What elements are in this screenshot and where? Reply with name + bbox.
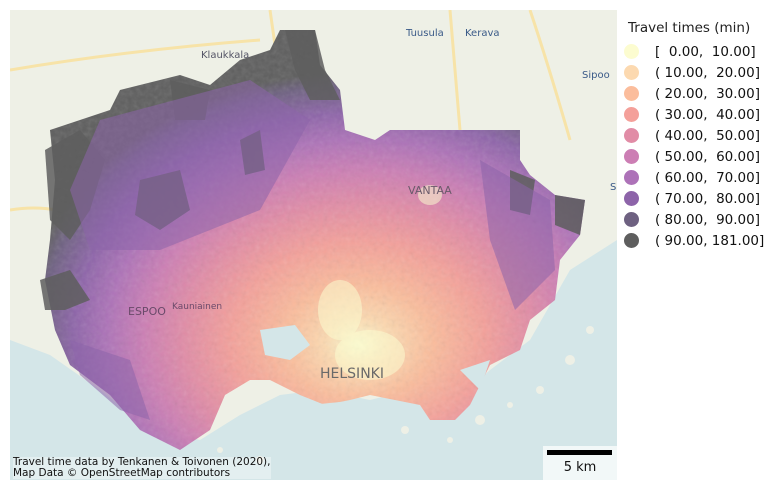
legend-item: ( 50.00, 60.00] — [622, 146, 782, 167]
legend-swatch — [624, 44, 639, 59]
legend-item: ( 40.00, 50.00] — [622, 125, 782, 146]
map-canvas: Klaukkala Tuusula Kerava Sipoo S VANTAA … — [10, 10, 617, 480]
legend-swatch — [624, 107, 639, 122]
legend-swatch — [624, 170, 639, 185]
short-travel-core — [318, 185, 442, 380]
place-label-vantaa: VANTAA — [408, 184, 452, 197]
legend: Travel times (min) [ 0.00, 10.00] ( 10.00… — [622, 20, 782, 251]
legend-item: [ 0.00, 10.00] — [622, 41, 782, 62]
attribution-line-1: Travel time data by Tenkanen & Toivonen … — [13, 456, 271, 468]
legend-swatch — [624, 212, 639, 227]
islands — [217, 326, 594, 464]
legend-item: ( 70.00, 80.00] — [622, 188, 782, 209]
legend-label: ( 20.00, 30.00] — [655, 85, 760, 102]
legend-item: ( 80.00, 90.00] — [622, 209, 782, 230]
place-label-sipoo: Sipoo — [582, 70, 610, 81]
legend-label: ( 30.00, 40.00] — [655, 106, 760, 123]
place-label-klaukkala: Klaukkala — [201, 50, 249, 61]
mid-travel-patches — [70, 80, 555, 420]
attribution-line-2: Map Data © OpenStreetMap contributors — [13, 467, 231, 479]
legend-label: ( 90.00, 181.00] — [655, 232, 765, 249]
legend-item: ( 10.00, 20.00] — [622, 62, 782, 83]
sea-area — [10, 240, 617, 480]
legend-item: ( 20.00, 30.00] — [622, 83, 782, 104]
legend-label: ( 50.00, 60.00] — [655, 148, 760, 165]
place-label-kerava: Kerava — [465, 28, 500, 39]
travel-time-map[interactable]: Klaukkala Tuusula Kerava Sipoo S VANTAA … — [10, 10, 617, 480]
place-label-helsinki: HELSINKI — [320, 366, 384, 382]
legend-label: ( 60.00, 70.00] — [655, 169, 760, 186]
legend-label: ( 80.00, 90.00] — [655, 211, 760, 228]
place-label-tuusula: Tuusula — [405, 28, 444, 39]
legend-swatch — [624, 149, 639, 164]
legend-swatch — [624, 191, 639, 206]
legend-label: ( 10.00, 20.00] — [655, 64, 760, 81]
legend-item: ( 30.00, 40.00] — [622, 104, 782, 125]
legend-swatch — [624, 233, 639, 248]
legend-label: ( 70.00, 80.00] — [655, 190, 760, 207]
place-label-espoo: ESPOO — [128, 305, 166, 318]
place-label-kauniainen: Kauniainen — [172, 302, 222, 312]
legend-label: ( 40.00, 50.00] — [655, 127, 760, 144]
scale-bar-line — [547, 450, 612, 455]
legend-item: ( 90.00, 181.00] — [622, 230, 782, 251]
legend-label: [ 0.00, 10.00] — [655, 43, 756, 60]
place-label-edge: S — [610, 182, 616, 193]
legend-swatch — [624, 65, 639, 80]
legend-swatch — [624, 86, 639, 101]
legend-swatch — [624, 128, 639, 143]
attribution: Travel time data by Tenkanen & Toivonen … — [13, 457, 271, 479]
scale-bar: 5 km — [543, 446, 617, 480]
road-network — [10, 10, 572, 242]
legend-item: ( 60.00, 70.00] — [622, 167, 782, 188]
legend-title: Travel times (min) — [628, 20, 751, 36]
scale-bar-label: 5 km — [563, 460, 597, 475]
sea-inlets — [260, 325, 490, 450]
